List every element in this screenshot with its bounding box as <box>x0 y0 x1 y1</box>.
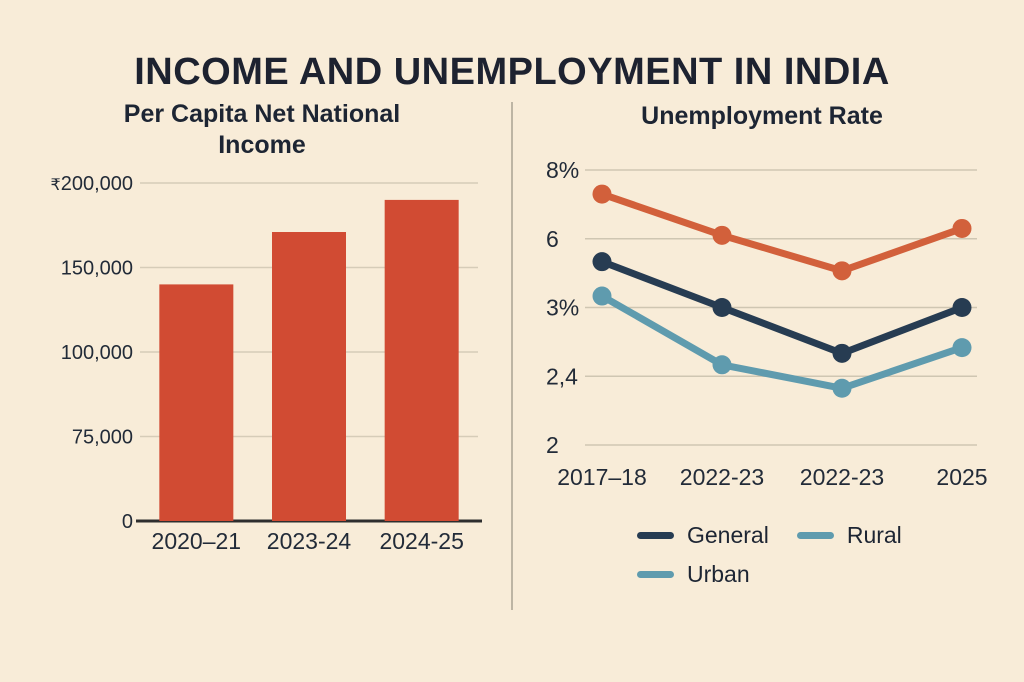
page-title: INCOME AND UNEMPLOYMENT IN INDIA <box>134 51 890 94</box>
y-tick-label: 3% <box>546 295 579 321</box>
y-tick-label: 6 <box>546 226 559 252</box>
data-point <box>832 261 852 281</box>
legend-item-rural: Rural <box>796 522 902 549</box>
unemployment-chart-title: Unemployment Rate <box>641 102 883 130</box>
data-point <box>712 298 732 317</box>
legend-row: Urban <box>637 561 902 588</box>
legend-label: Urban <box>687 561 750 587</box>
legend-row: General Rural <box>637 522 902 549</box>
legend-label: Rural <box>846 522 902 548</box>
y-tick-label: 75,000 <box>72 427 133 449</box>
unemployment-line-chart: 8% 6 3% 2,4 2 2017–18 2022-23 2022-23 2025 <box>546 157 988 490</box>
data-point <box>592 252 612 272</box>
y-tick-label: 150,000 <box>61 258 133 280</box>
data-point <box>832 343 852 363</box>
x-tick-label: 2024-25 <box>379 528 463 554</box>
legend-swatch <box>637 571 674 578</box>
data-point <box>832 378 852 398</box>
data-point <box>712 355 732 375</box>
income-chart-title: Per Capita Net National Income <box>123 100 401 159</box>
y-tick-label: 2,4 <box>546 363 578 389</box>
legend-item-urban: Urban <box>637 561 750 588</box>
income-bar-chart: ₹200,000 150,000 100,000 75,000 0 2020–21 2023… <box>51 173 482 554</box>
data-point <box>592 184 612 204</box>
bar <box>272 232 346 521</box>
data-point <box>952 218 972 238</box>
bar <box>159 284 234 521</box>
x-tick-label: 2025 <box>936 464 987 490</box>
data-point <box>712 225 732 245</box>
legend-item-general: General <box>637 522 769 549</box>
line-series-0 <box>598 190 966 275</box>
x-tick-label: 2020–21 <box>152 528 242 554</box>
x-tick-label: 2022-23 <box>680 464 764 490</box>
x-tick-label: 2023-24 <box>267 528 352 554</box>
y-tick-label: 0 <box>122 511 133 533</box>
y-tick-label: 2 <box>546 432 559 458</box>
line-series-2 <box>598 292 966 392</box>
x-tick-label: 2022-23 <box>800 464 884 490</box>
y-tick-label: 8% <box>546 157 579 183</box>
bar <box>384 199 459 521</box>
legend-label: General <box>687 522 769 548</box>
line-series-1 <box>598 258 966 357</box>
data-point <box>592 286 612 306</box>
x-tick-label: 2017–18 <box>557 464 647 490</box>
unemployment-legend: General Rural Urban <box>637 522 902 588</box>
data-point <box>952 338 972 358</box>
data-point <box>952 298 972 317</box>
y-tick-label: ₹200,000 <box>51 173 133 195</box>
legend-swatch <box>796 532 834 539</box>
legend-swatch <box>637 532 674 539</box>
vertical-divider <box>511 102 513 610</box>
y-tick-label: 100,000 <box>61 342 133 364</box>
